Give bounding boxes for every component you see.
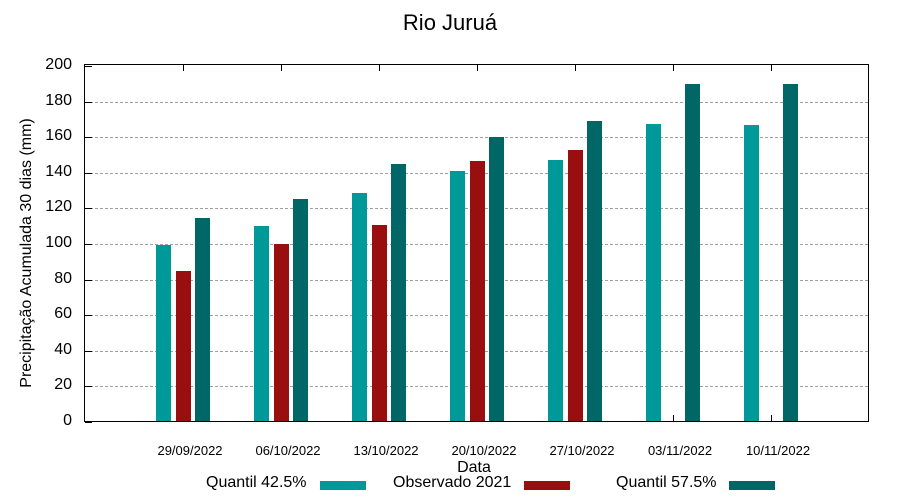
y-tick-label: 0 <box>63 412 72 429</box>
y-tick-label: 200 <box>45 56 72 73</box>
gridline <box>85 101 868 103</box>
y-tick <box>85 315 92 317</box>
bar <box>470 161 485 421</box>
y-tick <box>85 208 92 210</box>
x-tick-label: 27/10/2022 <box>549 443 615 458</box>
y-tick-label: 120 <box>45 198 72 216</box>
y-tick-label: 80 <box>54 269 72 287</box>
bar <box>293 199 308 421</box>
bar <box>646 123 661 421</box>
bar <box>274 243 289 421</box>
legend-swatch-quantil-42 <box>320 481 366 490</box>
y-tick <box>85 172 92 174</box>
bar <box>744 124 759 421</box>
x-tick <box>673 415 674 421</box>
y-tick-label: 60 <box>54 305 72 323</box>
bar <box>156 244 171 421</box>
y-tick-label: 40 <box>54 340 72 358</box>
y-tick <box>85 279 92 281</box>
legend-label-observado: Observado 2021 <box>393 474 512 491</box>
plot-area <box>84 64 869 423</box>
x-tick-label: 06/10/2022 <box>255 443 321 458</box>
x-tick-label: 10/11/2022 <box>745 443 811 458</box>
chart-title: Rio Juruá <box>402 10 498 35</box>
bar <box>685 83 700 421</box>
y-tick <box>85 101 92 103</box>
y-tick-label: 20 <box>54 376 72 394</box>
x-tick-label: 13/10/2022 <box>353 443 419 458</box>
x-tick <box>771 415 772 421</box>
bar <box>254 226 269 421</box>
bar <box>568 149 583 421</box>
y-tick <box>85 422 92 423</box>
legend-label-quantil-57: Quantil 57.5% <box>616 474 717 491</box>
x-tick-label: 03/11/2022 <box>647 443 713 458</box>
bar <box>352 193 367 421</box>
y-tick-label: 160 <box>45 127 72 145</box>
legend-swatch-observado <box>524 481 570 490</box>
x-tick <box>183 65 184 71</box>
x-tick <box>771 65 772 71</box>
x-tick <box>477 65 478 71</box>
bar <box>391 163 406 421</box>
x-tick <box>281 65 282 71</box>
y-tick <box>85 66 92 67</box>
x-axis-title: Data <box>457 459 491 476</box>
bar <box>176 271 191 421</box>
legend-label-quantil-42: Quantil 42.5% <box>206 474 307 491</box>
x-tick-label: 20/10/2022 <box>451 443 517 458</box>
y-tick <box>85 386 92 388</box>
y-tick-label: 180 <box>45 91 72 109</box>
y-tick-label: 140 <box>45 162 72 180</box>
gridline <box>85 137 868 139</box>
x-tick <box>673 65 674 71</box>
y-tick-label: 100 <box>45 234 72 251</box>
bar <box>548 160 563 421</box>
y-tick <box>85 350 92 352</box>
bar <box>195 218 210 421</box>
bar <box>587 121 602 421</box>
y-tick <box>85 137 92 139</box>
bar <box>450 170 465 421</box>
x-tick <box>575 65 576 71</box>
bar <box>372 225 387 421</box>
x-tick-label: 29/09/2022 <box>157 443 223 458</box>
legend-swatch-quantil-57 <box>729 481 775 490</box>
bar <box>489 137 504 421</box>
x-tick <box>379 65 380 71</box>
bar <box>783 83 798 421</box>
y-tick <box>85 244 92 245</box>
